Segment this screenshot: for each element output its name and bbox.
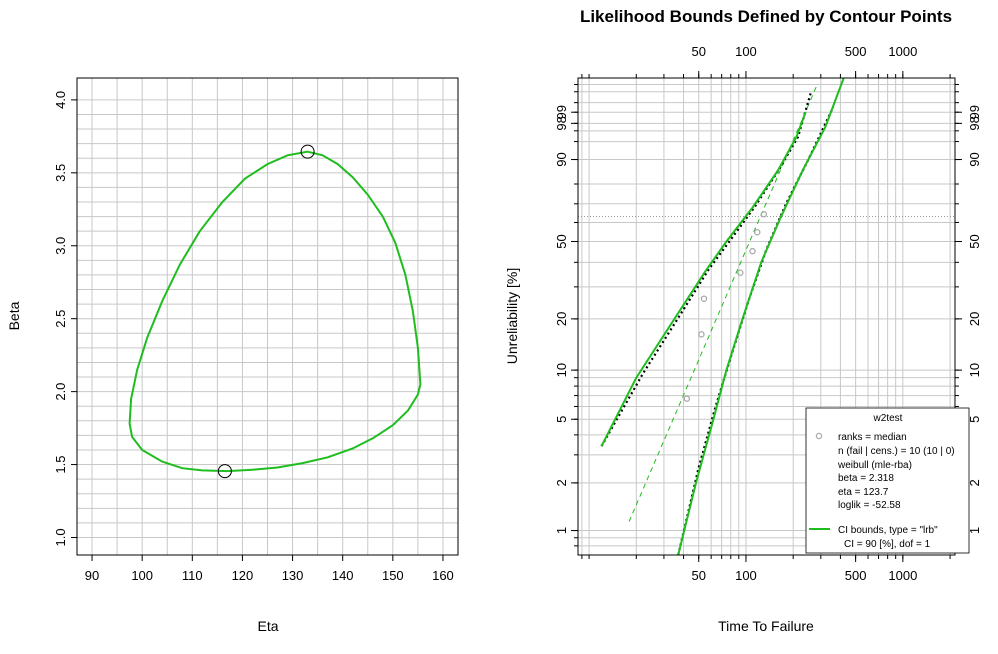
probability-top-tick-label: 500: [845, 44, 867, 59]
probability-left-tick-label: 10: [554, 363, 569, 377]
probability-upper-bound: [677, 78, 845, 555]
probability-lower-bound: [600, 111, 807, 447]
probability-data-points: [683, 211, 768, 402]
probability-x-label: Time To Failure: [718, 618, 814, 634]
probability-left-tick-label: 5: [554, 416, 569, 423]
contour-y-tick-label: 1.0: [53, 528, 68, 546]
probability-data-point: [683, 395, 691, 402]
contour-y-tick-label: 3.5: [53, 164, 68, 182]
legend-bounds-type: CI bounds, type = "lrb": [838, 525, 938, 536]
probability-grid: [578, 78, 955, 555]
probability-right-tick-label: 50: [967, 234, 982, 248]
contour-marker-max-beta: [300, 144, 315, 159]
probability-data-point: [753, 228, 761, 236]
legend-line-dist: weibull (mle-rba): [837, 460, 912, 471]
probability-y-label: Unreliability [%]: [504, 268, 520, 364]
probability-bottom-tick-label: 500: [845, 568, 867, 583]
probability-left-tick-label: 1: [554, 527, 569, 534]
probability-left-tick-label: 98: [554, 116, 569, 130]
legend: w2test ranks = median n (fail | cens.) =…: [805, 407, 970, 554]
contour-y-tick-label: 1.5: [53, 456, 68, 474]
probability-data-point: [760, 211, 768, 218]
probability-data-point: [698, 331, 705, 338]
legend-line-eta: eta = 123.7: [838, 487, 889, 498]
probability-top-tick-label: 1000: [888, 44, 917, 59]
probability-top-tick-label: 50: [691, 44, 705, 59]
contour-x-tick-label: 150: [382, 568, 404, 583]
probability-left-tick-label: 99: [554, 105, 569, 119]
probability-bottom-tick-label: 100: [735, 568, 757, 583]
probability-right-tick-label: 90: [967, 152, 982, 166]
contour-plot-frame: [76, 77, 459, 556]
contour-y-ticks: 1.0 1.5 2.0 2.5 3.0 3.5 4.0: [53, 91, 77, 547]
legend-line-beta: beta = 2.318: [838, 473, 894, 484]
probability-data-point: [749, 247, 756, 255]
contour-x-tick-label: 110: [182, 568, 203, 583]
probability-bottom-tick-label: 50: [691, 568, 705, 583]
probability-plot: Likelihood Bounds Defined by Contour Poi…: [504, 7, 982, 634]
contour-x-tick-label: 90: [85, 568, 99, 583]
probability-plot-title: Likelihood Bounds Defined by Contour Poi…: [580, 7, 952, 26]
probability-dotted-bound: [600, 91, 813, 447]
probability-right-tick-label: 10: [967, 363, 982, 377]
probability-right-tick-label: 98: [967, 116, 982, 130]
probability-right-tick-label: 99: [967, 105, 982, 119]
contour-marker-min-beta: [217, 464, 232, 479]
contour-grid: [77, 78, 458, 555]
contour-x-tick-label: 120: [232, 568, 254, 583]
legend-line-ranks: ranks = median: [838, 432, 907, 443]
contour-x-tick-label: 140: [332, 568, 354, 583]
contour-x-tick-label: 130: [282, 568, 304, 583]
legend-line-loglik: loglik = -52.58: [838, 500, 901, 511]
legend-title: w2test: [873, 413, 903, 424]
probability-top-tick-label: 100: [735, 44, 757, 59]
legend-line-n: n (fail | cens.) = 10 (10 | 0): [838, 446, 955, 457]
probability-data-point: [700, 295, 708, 302]
probability-left-tick-label: 50: [554, 234, 569, 248]
contour-markers: [217, 144, 315, 479]
contour-y-tick-label: 2.0: [53, 383, 68, 401]
contour-plot: 90 100 110 120 130 140 150 160 1.0 1.5 2.0 2.5 3.0 3…: [6, 77, 459, 634]
probability-right-tick-label: 5: [967, 416, 982, 423]
probability-left-tick-label: 90: [554, 152, 569, 166]
probability-left-tick-label: 20: [554, 312, 569, 326]
contour-x-tick-label: 100: [131, 568, 153, 583]
contour-x-tick-label: 160: [432, 568, 454, 583]
contour-y-label: Beta: [6, 301, 22, 330]
contour-y-tick-label: 3.0: [53, 237, 68, 255]
probability-right-tick-label: 1: [967, 527, 982, 534]
legend-point-symbol: [815, 432, 823, 440]
probability-fit-lines: [600, 78, 845, 555]
probability-right-tick-label: 20: [967, 312, 982, 326]
contour-y-tick-label: 2.5: [53, 310, 68, 328]
probability-left-tick-label: 2: [554, 479, 569, 486]
contour-line: [128, 150, 422, 473]
probability-bottom-tick-label: 1000: [888, 568, 917, 583]
probability-right-tick-label: 2: [967, 479, 982, 486]
probability-plot-frame: [577, 77, 956, 556]
contour-y-tick-label: 4.0: [53, 91, 68, 109]
legend-box: [805, 407, 970, 554]
probability-data-point: [737, 269, 744, 277]
contour-x-label: Eta: [257, 618, 278, 634]
contour-x-ticks: 90 100 110 120 130 140 150 160: [85, 555, 454, 583]
legend-bounds-ci: CI = 90 [%], dof = 1: [844, 539, 931, 550]
